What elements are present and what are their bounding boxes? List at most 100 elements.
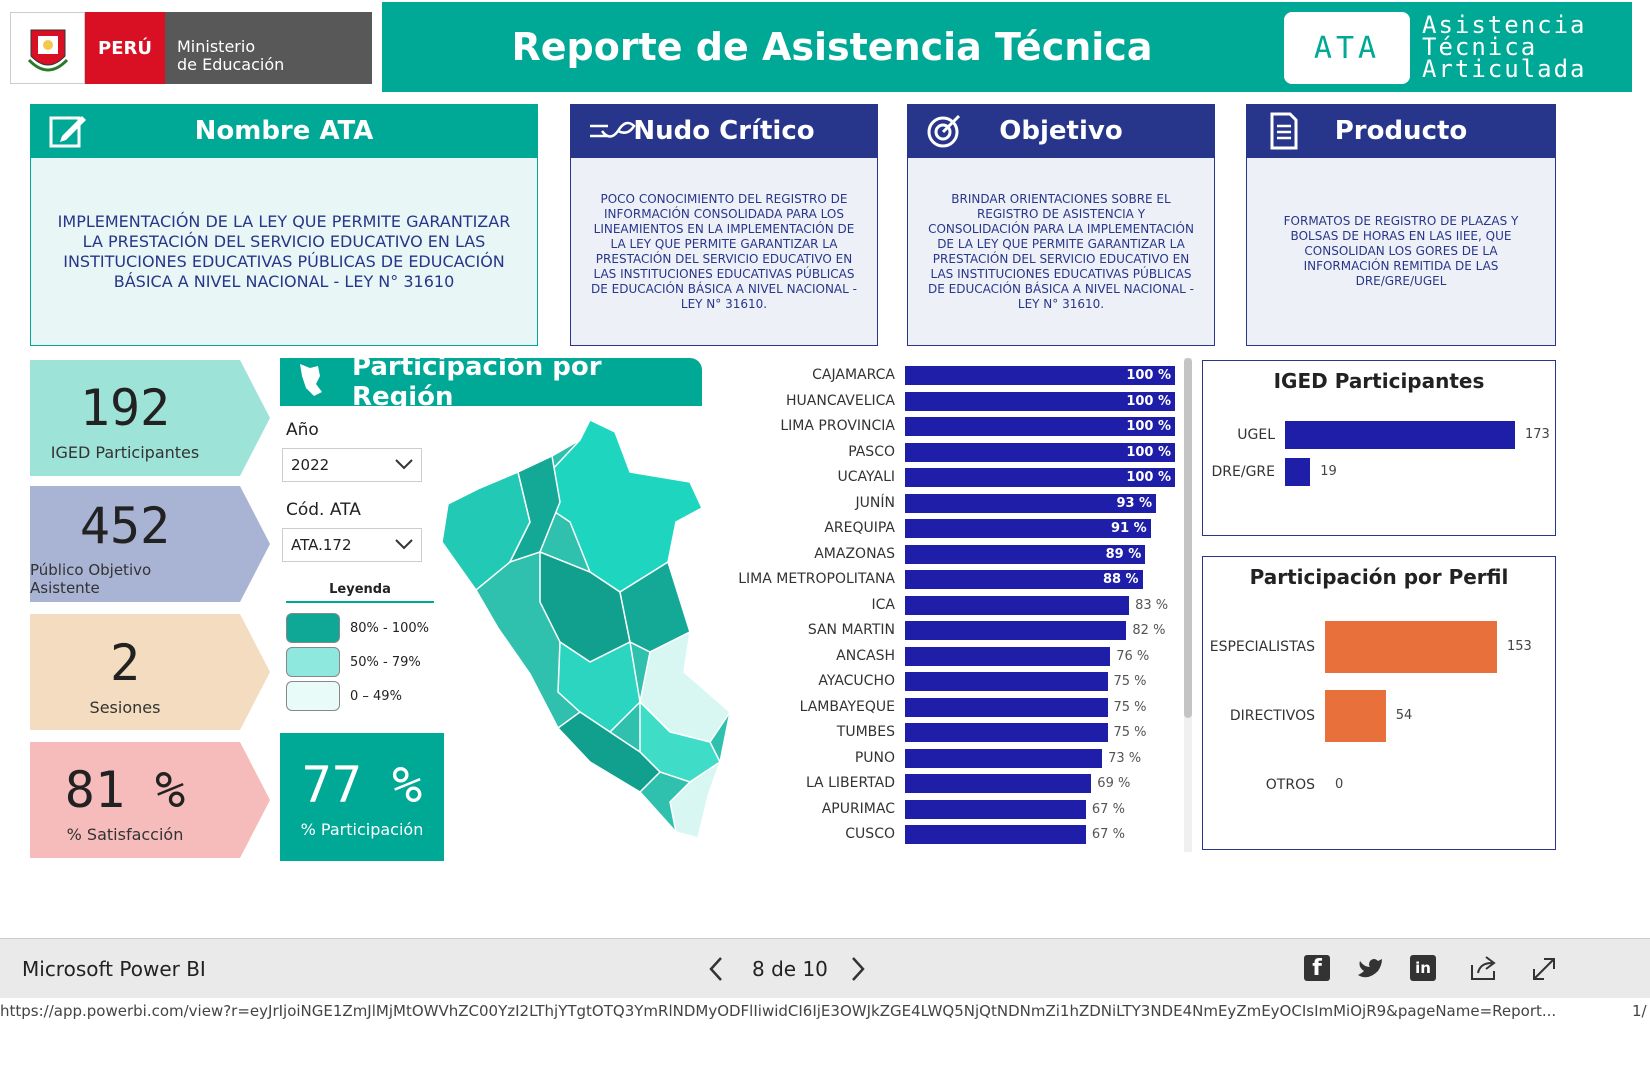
panel-title: Participación por Perfil: [1249, 565, 1509, 589]
bar-label: LA LIBERTAD: [805, 775, 895, 791]
bar-label: AREQUIPA: [824, 520, 895, 536]
bar-label: LAMBAYEQUE: [799, 698, 895, 715]
bar[interactable]: [905, 799, 1086, 819]
bar-value: 100 %: [1126, 444, 1171, 460]
page-indicator: 8 de 10: [752, 957, 828, 981]
bar[interactable]: [905, 417, 1175, 436]
fullscreen-icon[interactable]: [1530, 955, 1558, 987]
bar-value: 83 %: [1135, 597, 1169, 613]
chevron-right-icon: [852, 957, 865, 981]
bar-value: 67 %: [1091, 827, 1125, 842]
bar[interactable]: [905, 697, 1108, 717]
bar[interactable]: [905, 748, 1103, 768]
bar[interactable]: [1285, 421, 1515, 449]
peru-map[interactable]: [440, 412, 740, 844]
year-label: Año: [286, 420, 319, 440]
bar-label: HUANCAVELICA: [786, 392, 895, 409]
bar[interactable]: [905, 468, 1175, 487]
linkedin-icon[interactable]: in: [1410, 955, 1436, 981]
perfil-panel: Participación por Perfil ESPECIALISTAS 15…: [1202, 556, 1556, 850]
iged-panel: IGED Participantes UGEL 173 DRE/GRE 19: [1202, 360, 1556, 536]
bar[interactable]: [905, 595, 1130, 615]
minedu-logo: PERÚ Ministerio de Educación: [10, 12, 372, 84]
bar-value: 100 %: [1126, 393, 1171, 409]
card-title: Nombre ATA: [194, 116, 374, 146]
document-icon: [1264, 112, 1304, 150]
iged-bar-chart: UGEL 173 DRE/GRE 19: [1203, 421, 1557, 501]
code-value: ATA.172: [291, 536, 352, 554]
card-producto: Producto FORMATOS DE REGISTRO DE PLAZAS …: [1246, 104, 1556, 346]
twitter-icon[interactable]: [1356, 955, 1384, 985]
share-icon[interactable]: [1470, 955, 1498, 985]
bar[interactable]: [905, 366, 1175, 385]
bar[interactable]: [905, 621, 1127, 640]
bar[interactable]: [905, 646, 1111, 666]
bar[interactable]: [1325, 690, 1386, 742]
kpi-iged: 192 IGED Participantes: [30, 370, 220, 470]
legend-item: 50% - 79%: [286, 647, 434, 677]
peru-label: PERÚ: [85, 12, 165, 84]
region-header: Participación por Región: [280, 352, 702, 412]
perfil-bar-chart: ESPECIALISTAS 153 DIRECTIVOS 54 OTROS 0: [1203, 621, 1557, 831]
bar[interactable]: [905, 774, 1092, 793]
card-nombre-ata: Nombre ATA IMPLEMENTACIÓN DE LA LEY QUE …: [30, 104, 538, 346]
bar-value: 54: [1395, 708, 1413, 723]
bar[interactable]: [905, 570, 1143, 589]
code-dropdown[interactable]: ATA.172: [282, 528, 422, 562]
bar[interactable]: [905, 672, 1108, 691]
chevron-down-icon: [395, 536, 413, 554]
year-dropdown[interactable]: 2022: [282, 448, 422, 482]
next-page-button[interactable]: [848, 955, 868, 987]
bar-label: SAN MARTIN: [807, 622, 895, 638]
bar-value: 76 %: [1116, 648, 1150, 664]
kpi-participacion: 77 % % Participación: [280, 733, 444, 861]
bar-label: CAJAMARCA: [812, 367, 895, 383]
status-url: https://app.powerbi.com/view?r=eyJrIjoiN…: [0, 1002, 1557, 1020]
bar-value: 173: [1525, 427, 1550, 442]
bar-label: OTROS: [1265, 777, 1315, 793]
kpi-value: 81 %: [64, 760, 186, 819]
panel-title: IGED Participantes: [1273, 369, 1485, 393]
card-title: Objetivo: [999, 116, 1123, 146]
bar[interactable]: [905, 442, 1175, 462]
code-label: Cód. ATA: [286, 500, 361, 520]
bar[interactable]: [1325, 621, 1497, 673]
scrollbar[interactable]: [1184, 358, 1192, 852]
kpi-value: 192: [79, 378, 171, 437]
bar[interactable]: [905, 544, 1146, 564]
kpi-value: 452: [79, 497, 171, 555]
bar-label: UCAYALI: [837, 469, 895, 485]
scrollbar-thumb[interactable]: [1184, 358, 1192, 718]
page-title: Reporte de Asistencia Técnica: [511, 25, 1153, 69]
bar-label: AMAZONAS: [814, 545, 895, 562]
bar[interactable]: [905, 825, 1086, 844]
bar[interactable]: [905, 391, 1175, 411]
edit-icon: [48, 112, 88, 150]
kpi-label: % Satisfacción: [66, 824, 184, 844]
ata-wordmark: Asistencia Técnica Articulada: [1422, 11, 1587, 83]
bar-value: 0: [1335, 777, 1344, 792]
legend-title: Leyenda: [286, 582, 434, 603]
bar[interactable]: [1285, 458, 1311, 486]
brand-label: Microsoft Power BI: [22, 957, 206, 981]
legend-item: 80% - 100%: [286, 613, 434, 643]
ministry-label: Ministerio de Educación: [177, 37, 285, 74]
kpi-arrows: [30, 360, 270, 858]
kpi-label: Público Objetivo Asistente: [30, 561, 152, 597]
region-title: Participación por Región: [352, 352, 602, 412]
bar-label: DIRECTIVOS: [1229, 708, 1315, 724]
bar-value: 89 %: [1105, 546, 1142, 562]
bar-value: 67 %: [1091, 801, 1125, 817]
kpi-label: % Participación: [300, 819, 424, 839]
card-text: BRINDAR ORIENTACIONES SOBRE EL REGISTRO …: [907, 158, 1215, 346]
bar-value: 100 %: [1126, 368, 1171, 383]
bar-value: 91 %: [1111, 521, 1147, 536]
bar[interactable]: [905, 493, 1157, 513]
facebook-icon[interactable]: f: [1304, 955, 1330, 981]
bar[interactable]: [905, 519, 1151, 538]
bar-value: 88 %: [1102, 572, 1139, 587]
bar-value: 69 %: [1097, 776, 1131, 791]
prev-page-button[interactable]: [706, 955, 726, 987]
bar-value: 93 %: [1116, 495, 1153, 511]
bar[interactable]: [905, 723, 1108, 742]
